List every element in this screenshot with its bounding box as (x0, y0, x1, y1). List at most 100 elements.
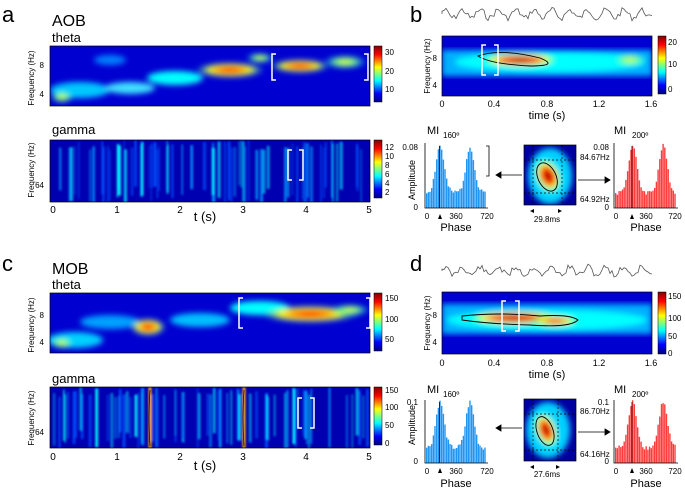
panel-b-xtick-0.4: 0.4 (488, 99, 501, 109)
gamma-streak (203, 142, 206, 191)
mi-bar (444, 169, 446, 208)
panel-d-xtick-0.8: 0.8 (541, 358, 554, 368)
gamma-streak (109, 149, 111, 201)
colorbar-d-tick-100: 100 (668, 314, 682, 323)
gamma-streak (242, 141, 245, 202)
gamma-streak (171, 144, 174, 199)
mi-b-right-xtick-0: 0 (614, 212, 619, 221)
mi-bar (484, 447, 486, 463)
mi-bar (621, 445, 624, 463)
gamma-streak (92, 146, 95, 202)
gamma-streak (227, 141, 231, 201)
mi-bar (674, 444, 676, 463)
panel-d-ytick-4: 4 (433, 338, 438, 347)
panel-letter-c: c (2, 251, 13, 276)
mi-bar (472, 414, 475, 463)
mi-bar (650, 191, 652, 208)
gamma-streak (166, 141, 168, 195)
panel-a-xtick-3: 3 (240, 205, 246, 216)
panel-d-xtick-1.2: 1.2 (593, 358, 606, 368)
mi-bar (618, 191, 620, 208)
mi-bar (664, 404, 666, 463)
mi-bar (484, 191, 486, 208)
mi-bar (633, 148, 635, 208)
panel-c-theta-colorbar: 150 100 50 (373, 292, 399, 352)
mi-bar (659, 159, 661, 208)
mi-bar (447, 439, 450, 463)
mi-bar (462, 180, 465, 208)
comodulogram-d: 86.70Hz 64.16Hz 27.6ms (495, 398, 611, 479)
gamma-streak (75, 390, 78, 438)
mi-bar (479, 445, 481, 463)
gamma-streak (224, 141, 226, 202)
panel-letter-d: d (410, 251, 422, 276)
panel-b-theta-spectrogram (442, 36, 652, 96)
panel-a-gamma-ylabel: Frequency (Hz) (27, 142, 36, 197)
gamma-streak (356, 146, 359, 191)
mi-bar (654, 441, 656, 463)
panel-a-gamma-label: gamma (52, 122, 96, 137)
mi-b-left-phase-marker (438, 214, 442, 219)
gamma-streak (153, 142, 157, 187)
mi-bar (432, 435, 435, 463)
gamma-streak (255, 391, 258, 439)
mi-bar (467, 151, 470, 208)
mi-bar (623, 187, 625, 208)
mi-b-right-phase-marker (630, 214, 634, 219)
mi-b-right-xtick-360: 360 (639, 212, 653, 221)
colorbar-b-tick-0: 0 (668, 85, 673, 94)
colorbar-d-tick-50: 50 (668, 332, 677, 341)
gamma-streak (236, 387, 239, 441)
gamma-streak (150, 142, 152, 202)
mi-bar (451, 190, 453, 208)
panel-b-xtick-0.8: 0.8 (541, 99, 554, 109)
mi-bar (481, 189, 483, 208)
mi-d-right-xtick-720: 720 (668, 467, 682, 476)
colorbar-a-theta-tick-30: 30 (385, 48, 394, 57)
gamma-streak (68, 147, 72, 202)
mi-bar (462, 435, 465, 463)
mi-b-left-xtick-720: 720 (480, 212, 494, 221)
panel-a-theta-bracket (271, 53, 369, 81)
gamma-streak (331, 140, 333, 198)
mi-d-left-label: MI (427, 384, 439, 396)
panel-a-gamma-ytick-64: 64 (35, 181, 44, 190)
mi-bar (441, 149, 443, 208)
gamma-streak (156, 395, 159, 448)
mi-d-left-phase-marker (438, 468, 442, 473)
mi-bar (657, 424, 659, 463)
mi-bar (626, 424, 629, 463)
gamma-streak (310, 389, 313, 444)
mi-bar (471, 405, 473, 463)
mi-bar (616, 448, 619, 463)
gamma-streak (53, 393, 56, 446)
mi-bar (648, 191, 651, 208)
gamma-streak (360, 149, 362, 202)
mi-d-right-label: MI (614, 384, 626, 396)
mi-bar (426, 447, 428, 463)
mi-bar (471, 151, 473, 208)
mi-bar (667, 169, 669, 208)
mi-bar (672, 190, 674, 208)
gamma-streak (197, 393, 201, 440)
mi-bar (647, 449, 649, 463)
mi-d-right-phase-marker (630, 468, 634, 473)
gamma-streak-hot (242, 387, 246, 448)
gamma-streak (308, 394, 311, 448)
mi-bar (461, 188, 463, 208)
gamma-streak (355, 388, 359, 436)
gamma-streak (305, 143, 308, 202)
mi-d-left-ytick-top: 0.1 (407, 398, 419, 407)
gamma-streak (362, 395, 364, 439)
panel-a-x-axis: 0 1 2 3 4 5 t (s) (50, 205, 372, 224)
gamma-streak (58, 396, 61, 448)
mi-bar (447, 186, 450, 208)
mi-bar (672, 443, 674, 463)
mi-bar (454, 448, 456, 463)
mi-bar (642, 190, 644, 208)
mi-b-right-ytick-top: 0.08 (593, 143, 609, 152)
gamma-streak (366, 389, 369, 447)
mi-bar (615, 193, 617, 208)
gamma-streak (303, 142, 305, 202)
colorbar-a-gamma-tick-8: 8 (385, 161, 390, 170)
